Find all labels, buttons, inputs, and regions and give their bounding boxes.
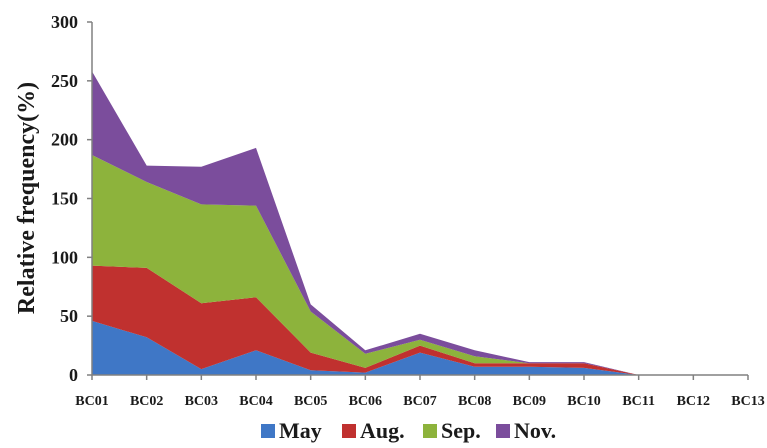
x-tick-label: BC11 bbox=[622, 394, 655, 409]
area-series-3 bbox=[92, 155, 748, 375]
y-tick-label: 200 bbox=[51, 130, 78, 150]
legend-swatch bbox=[496, 424, 510, 438]
x-tick-label: BC02 bbox=[130, 394, 163, 409]
y-tick-label: 300 bbox=[51, 12, 78, 32]
y-tick-label: 150 bbox=[51, 189, 78, 209]
x-tick-label: BC12 bbox=[677, 394, 710, 409]
area-series-1 bbox=[92, 320, 748, 375]
x-tick-label: BC03 bbox=[185, 394, 218, 409]
legend-swatch bbox=[423, 424, 437, 438]
x-tick-label: BC10 bbox=[567, 394, 600, 409]
x-tick-label: BC09 bbox=[513, 394, 546, 409]
legend-swatch bbox=[261, 424, 275, 438]
legend-label: Nov. bbox=[514, 418, 556, 443]
x-tick-label: BC05 bbox=[294, 394, 327, 409]
y-axis-label: Relative frequency(%) bbox=[14, 82, 40, 314]
x-tick-label: BC13 bbox=[731, 394, 764, 409]
area-series-2 bbox=[92, 265, 748, 375]
y-tick-label: 100 bbox=[51, 247, 78, 267]
legend-label: May bbox=[279, 418, 322, 443]
legend-label: Aug. bbox=[360, 418, 405, 443]
x-tick-label: BC08 bbox=[458, 394, 491, 409]
x-tick-label: BC06 bbox=[349, 394, 382, 409]
y-tick-label: 250 bbox=[51, 71, 78, 91]
y-tick-group: 0 50 100 150 200 250 300 bbox=[51, 12, 92, 385]
x-tick-label: BC07 bbox=[403, 394, 436, 409]
x-tick-label: BC04 bbox=[239, 394, 272, 409]
x-tick-group: BC01 BC02 BC03 BC04 BC05 BC06 BC07 BC08 BC09 BC10… bbox=[75, 375, 765, 409]
y-tick-label: 0 bbox=[69, 365, 78, 385]
legend-label: Sep. bbox=[441, 418, 481, 443]
legend: May Aug. Sep. Nov. bbox=[261, 418, 556, 443]
y-tick-label: 50 bbox=[60, 306, 78, 326]
legend-swatch bbox=[342, 424, 356, 438]
x-tick-label: BC01 bbox=[75, 394, 108, 409]
area-series-group bbox=[92, 71, 748, 376]
